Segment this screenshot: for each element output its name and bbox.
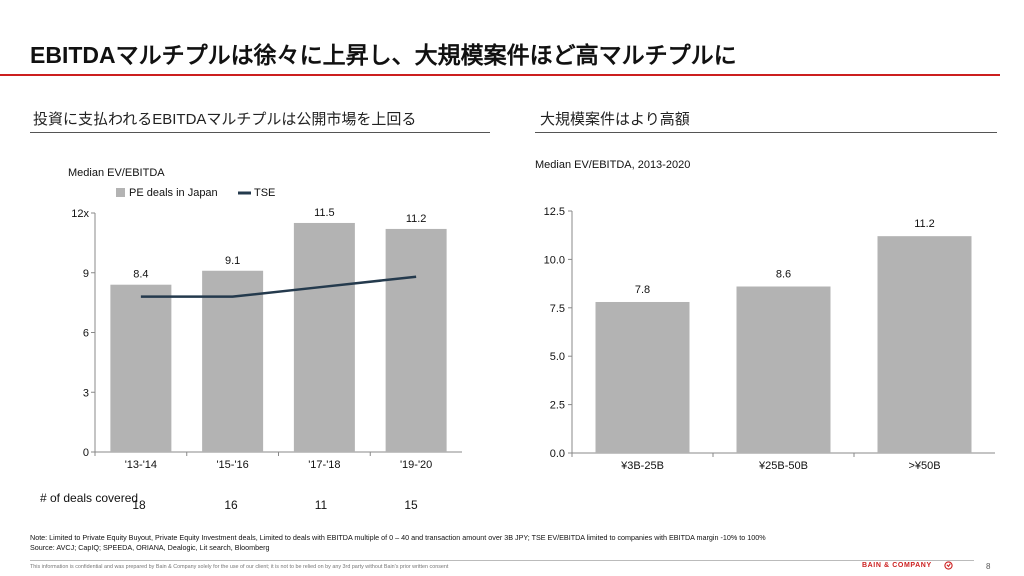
y-tick-label: 9 <box>83 268 89 280</box>
data-label: 11.2 <box>914 218 935 230</box>
deals-covered-label: # of deals covered <box>40 491 139 505</box>
bar <box>202 270 264 452</box>
bain-logo-icon <box>944 561 953 570</box>
x-tick-label: '17-'18 <box>308 459 340 471</box>
bar <box>110 284 172 452</box>
y-tick-label: 12x <box>71 208 89 220</box>
data-label: 8.4 <box>133 269 148 281</box>
confidentiality-disclaimer: This information is confidential and was… <box>30 564 449 570</box>
deals-count: 11 <box>314 498 328 512</box>
x-tick-label: '13-'14 <box>125 459 157 471</box>
x-tick-label: '19-'20 <box>400 459 432 471</box>
right-section-heading: 大規模案件はより高額 <box>540 111 690 128</box>
footer-divider <box>30 560 974 561</box>
x-tick-label: ¥3B-25B <box>620 460 664 472</box>
page-number: 8 <box>986 562 991 571</box>
footnote-source: Source: AVCJ; CapIQ; SPEEDA, ORIANA, Dea… <box>30 543 270 552</box>
bar <box>385 228 447 452</box>
legend-label-pe-deals: PE deals in Japan <box>129 187 218 199</box>
y-tick-label: 0 <box>83 447 89 459</box>
y-tick-label: 2.5 <box>550 400 565 412</box>
title-divider <box>0 74 1000 76</box>
x-tick-label: '15-'16 <box>216 459 248 471</box>
chart-title: Median EV/EBITDA <box>68 167 165 179</box>
data-label: 7.8 <box>635 284 650 296</box>
bar <box>877 236 972 453</box>
y-tick-label: 10.0 <box>544 254 565 266</box>
data-label: 9.1 <box>225 255 240 267</box>
y-tick-label: 3 <box>83 387 89 399</box>
footnote-note: Note: Limited to Private Equity Buyout, … <box>30 533 766 542</box>
x-tick-label: >¥50B <box>908 460 940 472</box>
y-tick-label: 6 <box>83 328 89 340</box>
y-tick-label: 0.0 <box>550 448 565 460</box>
left-section-heading: 投資に支払われるEBITDAマルチプルは公開市場を上回る <box>33 111 417 128</box>
data-label: 11.2 <box>406 213 427 225</box>
chart-title: Median EV/EBITDA, 2013-2020 <box>535 159 690 171</box>
deals-count: 18 <box>132 498 146 512</box>
bar <box>736 286 831 453</box>
tse-series-line <box>140 275 417 298</box>
bar <box>293 222 355 452</box>
y-tick-label: 7.5 <box>550 303 565 315</box>
slide-title: EBITDAマルチプルは徐々に上昇し、大規模案件ほど高マルチプルに <box>30 42 737 68</box>
legend-swatch-pe-deals <box>116 188 125 197</box>
y-tick-label: 12.5 <box>544 206 565 218</box>
deals-count: 15 <box>404 498 418 512</box>
left-section-divider <box>30 132 490 133</box>
deals-count: 16 <box>224 498 238 512</box>
bar <box>595 301 690 453</box>
legend-label-tse: TSE <box>254 187 275 199</box>
y-tick-label: 5.0 <box>550 351 565 363</box>
brand-logo: BAIN & COMPANY <box>862 562 932 569</box>
data-label: 8.6 <box>776 269 791 281</box>
data-label: 11.5 <box>314 207 335 219</box>
right-section-divider <box>535 132 997 133</box>
x-tick-label: ¥25B-50B <box>758 460 808 472</box>
